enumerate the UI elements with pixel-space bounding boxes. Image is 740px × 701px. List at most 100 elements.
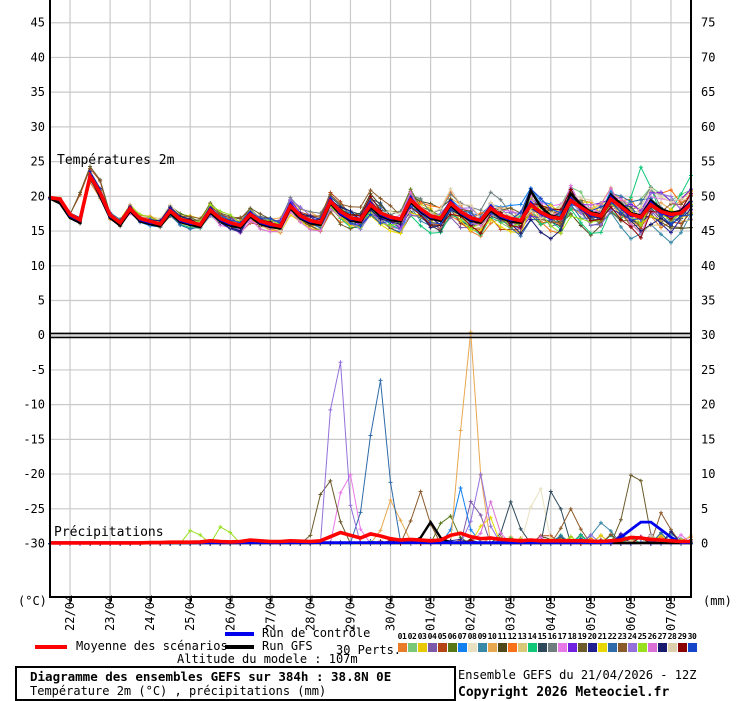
pert-key-15: 15 [537, 632, 547, 652]
diagram-subtitle: Température 2m (°C) , précipitations (mm… [30, 684, 327, 698]
member-precip-line-24 [50, 362, 692, 545]
x-date-label: 06/05 [624, 595, 638, 631]
pert-number: 30 [687, 632, 697, 641]
pert-number: 03 [417, 632, 427, 641]
right-tick-label: 65 [701, 85, 715, 99]
gfs-legend-label: Run GFS [262, 639, 313, 653]
x-date-label: 04/05 [544, 595, 558, 631]
main-precipitation-lines [50, 519, 691, 545]
pert-key-23: 23 [617, 632, 627, 652]
pert-color-swatch [587, 643, 597, 652]
pert-color-swatch [667, 643, 677, 652]
left-tick-label: 45 [31, 16, 45, 30]
pert-color-swatch [437, 643, 447, 652]
right-tick-label: 30 [701, 328, 715, 342]
right-tick-label: 25 [701, 363, 715, 377]
right-tick-label: 15 [701, 432, 715, 446]
pert-key-27: 27 [657, 632, 667, 652]
pert-color-swatch [467, 643, 477, 652]
main-temperature-lines [49, 170, 693, 230]
precipitation-panel-label: Précipitations [54, 525, 164, 540]
pert-number: 05 [437, 632, 447, 641]
perturbation-color-key: 01 02 03 04 05 06 07 08 09 10 11 12 13 14 15 16 17 18 19 20… [397, 632, 697, 652]
right-tick-label: 10 [701, 467, 715, 481]
x-date-label: 30/04 [384, 595, 398, 631]
pert-key-02: 02 [407, 632, 417, 652]
x-date-label: 25/04 [183, 595, 197, 631]
pert-key-07: 07 [457, 632, 467, 652]
pert-color-swatch [427, 643, 437, 652]
pert-color-swatch [407, 643, 417, 652]
mean-legend-label: Moyenne des scénarios [76, 639, 228, 653]
pert-key-04: 04 [427, 632, 437, 652]
pert-number: 22 [607, 632, 617, 641]
pert-number: 02 [407, 632, 417, 641]
pert-key-05: 05 [437, 632, 447, 652]
x-date-label: 26/04 [223, 595, 237, 631]
pert-color-swatch [677, 643, 687, 652]
temperature-panel-label: Températures 2m [57, 153, 175, 168]
right-tick-label: 75 [701, 16, 715, 30]
pert-number: 29 [677, 632, 687, 641]
pert-key-24: 24 [627, 632, 637, 652]
pert-key-16: 16 [547, 632, 557, 652]
left-tick-label: 0 [38, 328, 45, 342]
pert-key-06: 06 [447, 632, 457, 652]
pert-number: 14 [527, 632, 537, 641]
pert-key-12: 12 [507, 632, 517, 652]
pert-number: 18 [567, 632, 577, 641]
pert-number: 04 [427, 632, 437, 641]
pert-color-swatch [517, 643, 527, 652]
x-date-label: 01/05 [424, 595, 438, 631]
pert-color-swatch [557, 643, 567, 652]
left-tick-label: 20 [31, 189, 45, 203]
left-tick-label: 15 [31, 224, 45, 238]
pert-number: 16 [547, 632, 557, 641]
pert-number: 20 [587, 632, 597, 641]
control-legend-swatch [225, 632, 254, 636]
left-axis-unit: (°C) [18, 594, 47, 608]
pert-key-03: 03 [417, 632, 427, 652]
axes [49, 0, 692, 604]
pert-color-swatch [487, 643, 497, 652]
mean-temp-line [49, 171, 693, 229]
pert-key-25: 25 [637, 632, 647, 652]
grid [50, 0, 691, 597]
pert-key-10: 10 [487, 632, 497, 652]
chart-canvas: 454035302520151050-5-10-15-20-25-3075706… [18, 0, 732, 631]
copyright: Copyright 2026 Meteociel.fr [458, 685, 670, 700]
pert-color-swatch [447, 643, 457, 652]
pert-key-09: 09 [477, 632, 487, 652]
pert-number: 10 [487, 632, 497, 641]
pert-color-swatch [547, 643, 557, 652]
pert-key-18: 18 [567, 632, 577, 652]
left-tick-label: -20 [23, 467, 45, 481]
pert-key-14: 14 [527, 632, 537, 652]
pert-number: 15 [537, 632, 547, 641]
pert-color-swatch [657, 643, 667, 652]
pert-color-swatch [597, 643, 607, 652]
left-tick-label: -15 [23, 432, 45, 446]
diagram-title: Diagramme des ensembles GEFS sur 384h : … [30, 669, 392, 684]
right-tick-label: 40 [701, 259, 715, 273]
mean-legend-swatch [35, 645, 67, 649]
x-date-label: 24/04 [143, 595, 157, 631]
pert-color-swatch [567, 643, 577, 652]
pert-key-28: 28 [667, 632, 677, 652]
pert-color-swatch [537, 643, 547, 652]
panel-separator [50, 332, 691, 339]
right-tick-label: 60 [701, 120, 715, 134]
left-tick-label: -25 [23, 502, 45, 516]
pert-key-30: 30 [687, 632, 697, 652]
right-tick-label: 50 [701, 189, 715, 203]
pert-number: 12 [507, 632, 517, 641]
x-date-label: 22/04 [63, 595, 77, 631]
right-axis-unit: (mm) [703, 594, 732, 608]
pert-color-swatch [417, 643, 427, 652]
gfs-legend-swatch [225, 645, 254, 649]
pert-number: 21 [597, 632, 607, 641]
pert-color-swatch [397, 643, 407, 652]
x-date-label: 28/04 [303, 595, 317, 631]
pert-color-swatch [497, 643, 507, 652]
pert-color-swatch [457, 643, 467, 652]
